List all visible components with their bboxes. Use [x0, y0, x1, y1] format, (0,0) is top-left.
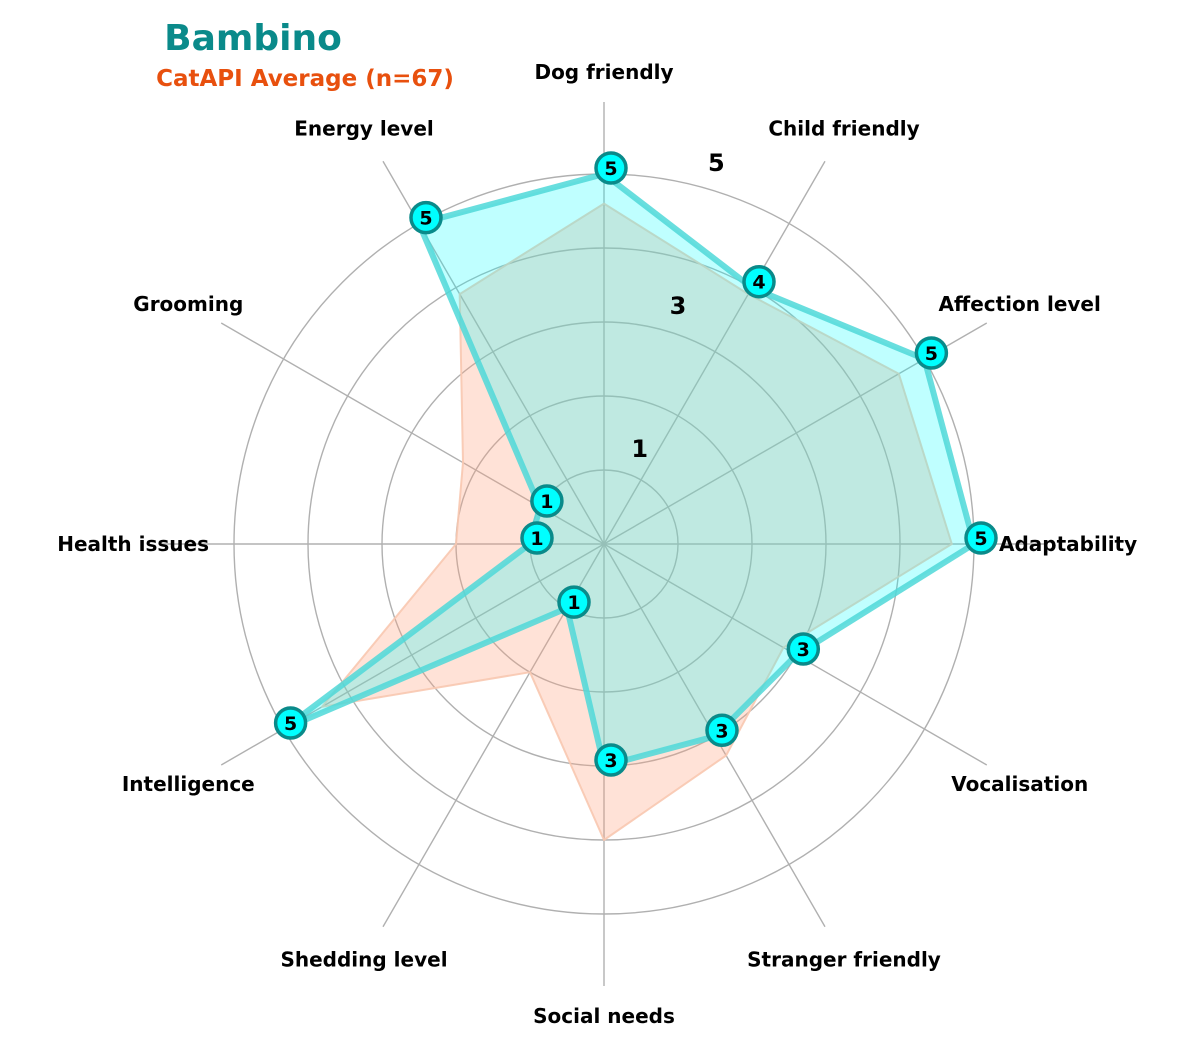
chart-subtitle: CatAPI Average (n=67) — [156, 66, 454, 92]
data-label: 3 — [715, 720, 728, 742]
data-point — [786, 632, 821, 666]
data-point — [742, 264, 776, 299]
radial-tick-label: 1 — [631, 435, 648, 463]
data-label: 1 — [530, 528, 543, 550]
axis-label: Shedding level — [280, 948, 447, 972]
data-point — [964, 521, 998, 555]
axis-label: Social needs — [533, 1004, 675, 1028]
series-area-main — [280, 171, 977, 769]
data-points: 5 4 5 5 3 3 3 1 5 1 1 5 — [273, 151, 998, 777]
data-point — [594, 151, 628, 185]
data-point — [409, 200, 443, 235]
chart-title: Bambino — [164, 18, 342, 59]
axis-label: Vocalisation — [951, 772, 1088, 796]
data-label: 1 — [567, 592, 580, 614]
data-label: 1 — [540, 491, 553, 513]
data-point — [520, 521, 554, 555]
data-point — [273, 706, 308, 740]
data-point — [530, 484, 564, 518]
axis-label: Intelligence — [122, 772, 255, 796]
data-label: 3 — [604, 750, 617, 772]
data-point — [557, 585, 591, 619]
radial-tick-label: 5 — [708, 149, 725, 177]
axis-label: Grooming — [133, 292, 243, 316]
data-label: 5 — [419, 208, 432, 230]
data-point — [705, 713, 739, 748]
radial-tick-label: 3 — [670, 292, 687, 320]
axis-labels: Dog friendly Child friendly Affection leve… — [57, 60, 1137, 1028]
data-label: 5 — [284, 713, 297, 735]
axis-label: Adaptability — [999, 532, 1137, 556]
axis-label: Stranger friendly — [747, 948, 941, 972]
axis-label: Affection level — [939, 292, 1101, 316]
axis-label: Health issues — [57, 532, 209, 556]
axis-label: Child friendly — [768, 116, 919, 140]
axis-label: Dog friendly — [534, 60, 673, 84]
radial-ticks: 1 3 5 — [631, 149, 724, 463]
data-point — [914, 336, 949, 370]
data-label: 5 — [604, 158, 617, 180]
data-label: 3 — [797, 639, 810, 661]
data-point — [594, 743, 628, 777]
spoke-line — [603, 160, 826, 545]
data-label: 5 — [925, 343, 938, 365]
series-layer — [280, 171, 977, 841]
axis-label: Energy level — [294, 116, 434, 140]
data-label: 4 — [752, 272, 765, 294]
data-label: 5 — [974, 528, 987, 550]
